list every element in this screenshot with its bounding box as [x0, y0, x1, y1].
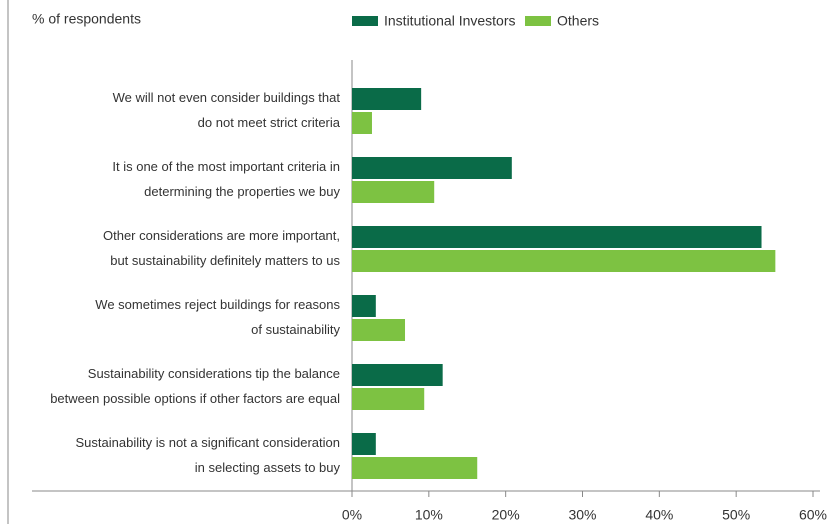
category-label: We sometimes reject buildings for reason…: [95, 297, 340, 337]
x-tick-label: 20%: [492, 507, 520, 523]
chart-title: % of respondents: [32, 11, 141, 27]
bar: [352, 319, 406, 341]
bar: [352, 457, 478, 479]
legend-swatch: [352, 16, 378, 26]
bar: [352, 226, 762, 248]
legend-label: Institutional Investors: [384, 13, 516, 29]
category-label: It is one of the most important criteria…: [112, 159, 340, 199]
x-tick-label: 30%: [568, 507, 596, 523]
legend-swatch: [525, 16, 551, 26]
category-line: Other considerations are more important,: [103, 228, 340, 243]
bar: [352, 364, 443, 386]
category-label: Sustainability is not a significant cons…: [76, 435, 341, 475]
bar: [352, 295, 376, 317]
bar: [352, 157, 512, 179]
category-line: determining the properties we buy: [144, 184, 340, 199]
x-tick-label: 10%: [415, 507, 443, 523]
category-line: do not meet strict criteria: [198, 115, 341, 130]
category-line: Sustainability considerations tip the ba…: [88, 366, 340, 381]
x-tick-label: 40%: [645, 507, 673, 523]
category-line: Sustainability is not a significant cons…: [76, 435, 340, 450]
x-tick-label: 50%: [722, 507, 750, 523]
x-tick-label: 0%: [342, 507, 362, 523]
bar: [352, 181, 435, 203]
legend-label: Others: [557, 13, 599, 29]
category-label: We will not even consider buildings that…: [113, 90, 341, 130]
x-tick-label: 60%: [799, 507, 827, 523]
category-line: of sustainability: [251, 322, 340, 337]
bar: [352, 433, 376, 455]
bar: [352, 250, 776, 272]
category-line: We sometimes reject buildings for reason…: [95, 297, 340, 312]
category-line: but sustainability definitely matters to…: [110, 253, 340, 268]
category-line: in selecting assets to buy: [195, 460, 341, 475]
category-label: Sustainability considerations tip the ba…: [50, 366, 340, 406]
bar: [352, 112, 372, 134]
category-label: Other considerations are more important,…: [103, 228, 340, 268]
category-line: We will not even consider buildings that: [113, 90, 341, 105]
category-line: between possible options if other factor…: [50, 391, 340, 406]
category-line: It is one of the most important criteria…: [112, 159, 340, 174]
bar: [352, 388, 425, 410]
bar: [352, 88, 422, 110]
